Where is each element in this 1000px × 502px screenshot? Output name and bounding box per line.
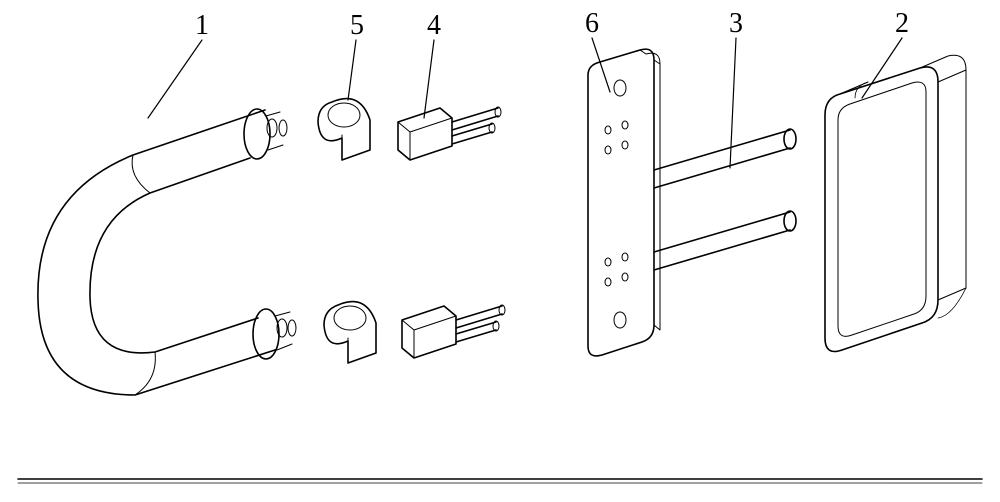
part-2-sleeve [825,55,966,351]
part-5-clip-top [318,99,370,160]
part-4-insert-bottom [402,305,505,358]
part-5-clip-bottom [324,302,376,363]
part-6-plate [588,49,660,356]
part-3-pins [654,129,796,270]
diagram-svg [0,0,1000,502]
part-1-u-shackle [38,109,296,395]
part-4-insert-top [398,107,501,160]
